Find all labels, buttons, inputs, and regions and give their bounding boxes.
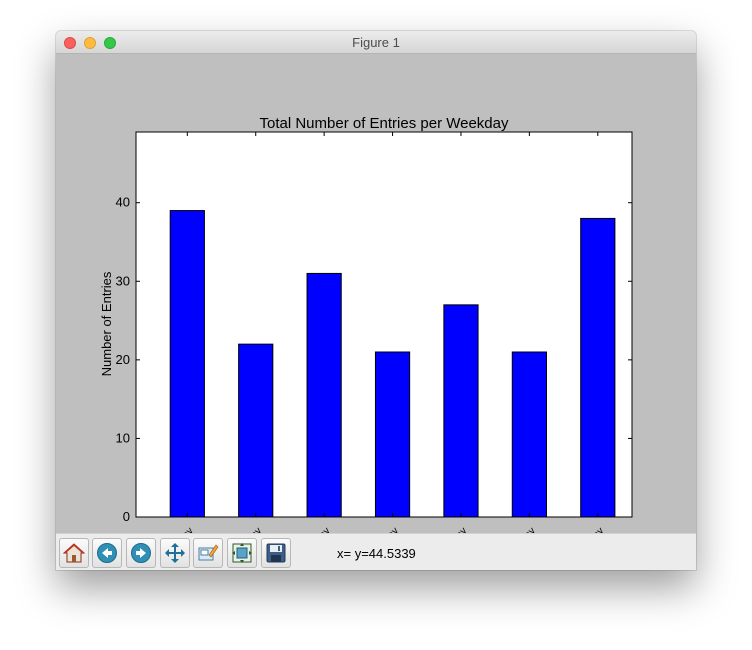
zoom-rectangle-icon	[198, 544, 219, 561]
x-tick-label: Thursday	[364, 526, 401, 533]
figure-window: Figure 1 Total Number of Entries per Wee…	[56, 31, 696, 570]
figure-canvas[interactable]: Total Number of Entries per Weekday Mond…	[56, 54, 696, 570]
bar-saturday	[511, 351, 547, 518]
y-tick-label: 40	[116, 195, 130, 210]
bar-sunday	[580, 217, 616, 518]
forward-arrow-icon	[131, 543, 151, 563]
bar-friday	[443, 304, 479, 518]
x-tick-label: Monday	[163, 526, 196, 533]
x-tick-label: Sunday	[574, 526, 606, 533]
bar-thursday	[374, 351, 411, 518]
subplots-icon	[232, 543, 252, 563]
x-tick-label: Tuesday	[229, 526, 264, 533]
zoom-window-button[interactable]	[104, 37, 116, 49]
x-tick-label: Saturday	[502, 526, 538, 533]
chart-title: Total Number of Entries per Weekday	[259, 115, 509, 132]
home-icon	[63, 543, 85, 563]
minimize-window-button[interactable]	[84, 37, 96, 49]
forward-button[interactable]	[126, 538, 156, 568]
navigation-toolbar: x= y=44.5339	[56, 533, 696, 570]
y-tick-label: 20	[116, 352, 130, 367]
bars-layer	[169, 210, 616, 518]
bar-tuesday	[238, 343, 274, 518]
bar-wednesday	[306, 272, 342, 518]
y-tick-label: 0	[123, 509, 130, 524]
window-title: Figure 1	[352, 35, 400, 50]
back-arrow-icon	[97, 543, 117, 563]
zoom-button[interactable]	[193, 538, 223, 568]
cursor-coordinates: x= y=44.5339	[337, 546, 416, 561]
pan-arrows-icon	[165, 543, 185, 563]
pan-button[interactable]	[160, 538, 190, 568]
x-tick-label: Friday	[442, 526, 469, 533]
bar-monday	[169, 210, 205, 518]
save-floppy-icon	[266, 543, 286, 563]
title-bar[interactable]: Figure 1	[56, 31, 696, 54]
close-window-button[interactable]	[64, 37, 76, 49]
subplots-button[interactable]	[227, 538, 257, 568]
y-tick-label: 10	[116, 430, 130, 445]
bar-chart: Total Number of Entries per Weekday Mond…	[99, 115, 633, 570]
save-button[interactable]	[261, 538, 291, 568]
back-button[interactable]	[92, 538, 122, 568]
home-button[interactable]	[59, 538, 89, 568]
y-axis-label: Number of Entries	[99, 271, 114, 376]
x-tick-label: Wednesday	[288, 526, 333, 533]
y-tick-label: 30	[116, 273, 130, 288]
